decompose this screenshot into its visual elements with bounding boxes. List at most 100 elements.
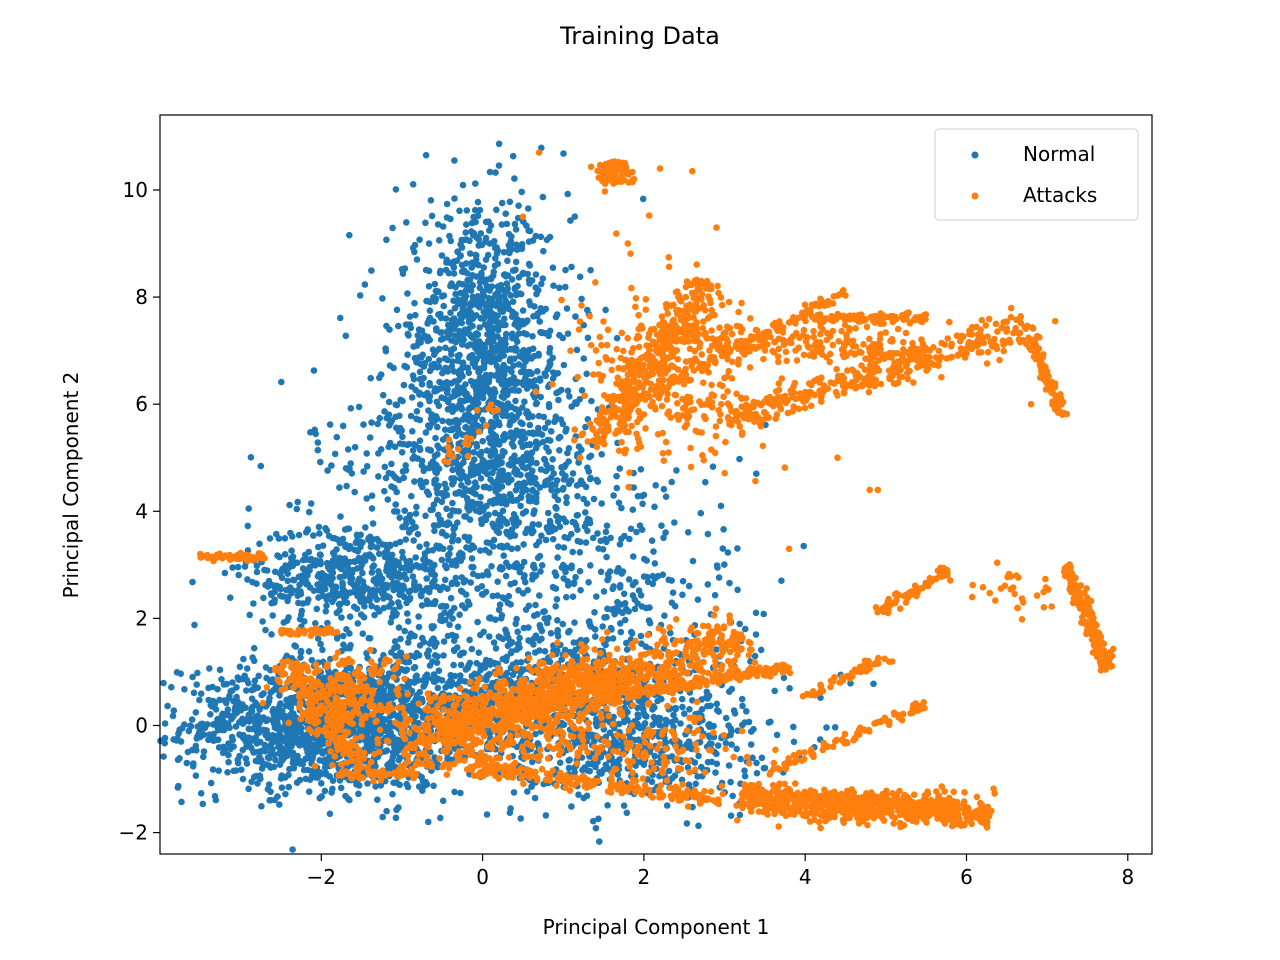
point-normal <box>353 605 361 613</box>
point-normal <box>271 599 278 606</box>
point-normal <box>464 497 472 504</box>
point-normal <box>462 591 470 598</box>
point-normal <box>449 533 457 540</box>
point-normal <box>553 505 560 512</box>
point-normal <box>480 357 488 365</box>
point-normal <box>413 649 421 657</box>
point-normal <box>487 222 495 229</box>
point-normal <box>484 310 491 318</box>
point-normal <box>462 292 470 300</box>
point-normal <box>302 741 309 749</box>
point-normal <box>215 744 223 751</box>
point-normal <box>615 601 623 608</box>
point-normal <box>582 483 590 491</box>
point-normal <box>617 628 625 636</box>
point-normal <box>456 311 464 318</box>
point-normal <box>525 602 533 610</box>
point-normal <box>566 756 573 764</box>
point-normal <box>539 275 547 282</box>
point-normal <box>393 508 401 515</box>
point-normal <box>613 334 621 342</box>
point-normal <box>583 500 591 507</box>
point-normal <box>336 607 343 614</box>
point-normal <box>739 702 746 710</box>
point-normal <box>267 678 274 685</box>
point-normal <box>671 519 678 526</box>
point-normal <box>415 613 422 620</box>
point-normal <box>562 283 569 291</box>
point-normal <box>399 468 407 475</box>
point-normal <box>470 356 478 363</box>
point-normal <box>560 515 567 522</box>
point-normal <box>508 386 516 394</box>
point-normal <box>495 400 503 408</box>
point-normal <box>668 478 675 486</box>
point-normal <box>289 846 296 853</box>
point-normal <box>616 465 623 472</box>
point-normal <box>480 516 487 523</box>
point-normal <box>422 512 429 520</box>
point-normal <box>194 669 201 677</box>
point-normal <box>369 563 376 571</box>
point-normal <box>630 553 637 560</box>
point-normal <box>726 579 733 587</box>
point-normal <box>563 494 570 501</box>
point-normal <box>329 785 336 793</box>
point-normal <box>178 798 185 806</box>
point-normal <box>538 635 545 643</box>
point-normal <box>450 604 458 612</box>
point-normal <box>392 186 400 193</box>
point-normal <box>504 300 512 308</box>
point-normal <box>598 451 605 458</box>
point-normal <box>495 323 503 330</box>
point-normal <box>435 667 443 674</box>
point-normal <box>493 527 501 535</box>
point-normal <box>499 635 507 643</box>
point-normal <box>587 474 594 482</box>
point-normal <box>459 281 466 288</box>
point-normal <box>395 586 402 593</box>
point-normal <box>373 535 381 543</box>
point-normal <box>341 598 348 606</box>
point-normal <box>268 581 275 589</box>
point-normal <box>267 749 275 757</box>
point-normal <box>615 607 623 615</box>
point-normal <box>457 661 465 669</box>
point-normal <box>293 725 301 732</box>
point-normal <box>258 803 265 810</box>
point-normal <box>262 581 269 589</box>
point-normal <box>383 807 390 815</box>
point-normal <box>496 601 504 608</box>
point-normal <box>219 726 226 734</box>
point-normal <box>440 490 448 498</box>
point-normal <box>271 568 279 576</box>
point-normal <box>388 470 396 478</box>
point-normal <box>644 578 652 586</box>
point-normal <box>482 256 490 264</box>
point-normal <box>380 604 388 612</box>
point-normal <box>476 278 484 286</box>
point-normal <box>238 703 246 710</box>
point-normal <box>539 329 546 336</box>
point-normal <box>440 638 448 645</box>
point-normal <box>521 398 528 406</box>
point-normal <box>475 469 482 477</box>
point-normal <box>463 207 471 214</box>
point-normal <box>591 626 599 633</box>
point-normal <box>278 593 286 600</box>
point-normal <box>568 263 575 271</box>
point-normal <box>546 349 553 356</box>
point-normal <box>337 591 345 598</box>
point-normal <box>411 299 418 307</box>
point-normal <box>439 417 446 425</box>
point-normal <box>466 276 474 284</box>
point-normal <box>493 499 501 506</box>
point-normal <box>576 273 584 281</box>
point-normal <box>519 443 526 451</box>
point-normal <box>245 785 252 793</box>
point-normal <box>483 811 491 818</box>
point-normal <box>734 545 741 552</box>
point-normal <box>539 193 547 201</box>
point-normal <box>425 407 432 414</box>
point-normal <box>423 650 431 658</box>
